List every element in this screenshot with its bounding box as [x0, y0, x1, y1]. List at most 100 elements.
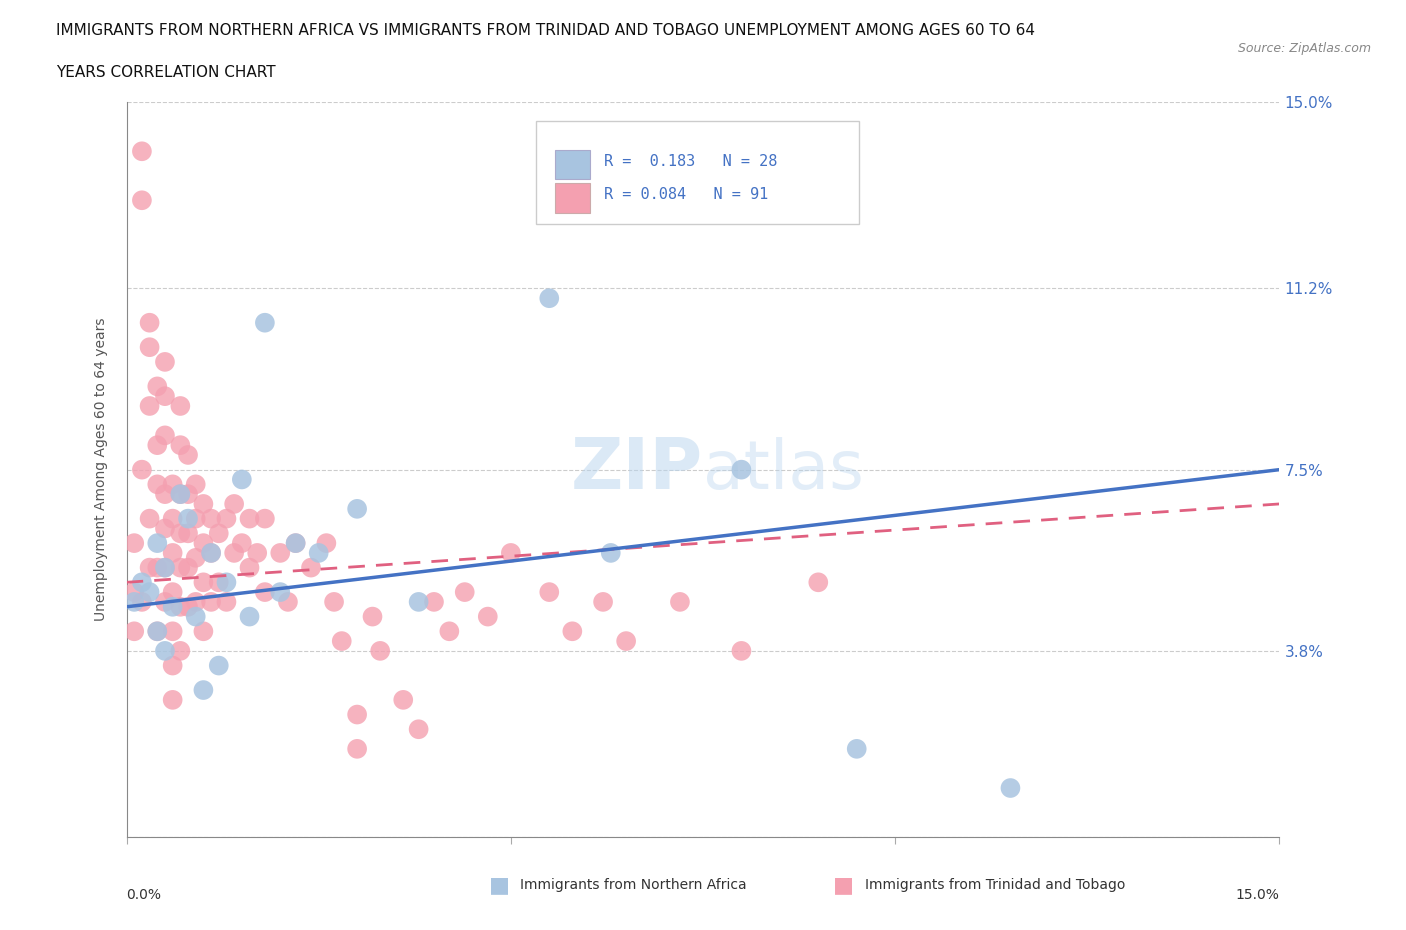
Point	[408, 594, 430, 609]
Point	[439, 624, 461, 639]
Point	[238, 512, 260, 526]
Point	[299, 560, 322, 575]
Point	[138, 560, 160, 575]
Point	[153, 428, 176, 443]
Text: ■: ■	[834, 875, 853, 896]
Point	[131, 594, 153, 609]
Point	[238, 609, 260, 624]
Point	[253, 512, 276, 526]
Point	[224, 497, 246, 512]
Text: 0.0%: 0.0%	[127, 888, 162, 902]
Point	[477, 609, 499, 624]
Point	[253, 585, 276, 600]
Point	[669, 594, 692, 609]
Point	[231, 472, 253, 487]
Point	[614, 633, 637, 648]
Point	[131, 144, 153, 159]
Text: YEARS CORRELATION CHART: YEARS CORRELATION CHART	[56, 65, 276, 80]
Point	[153, 354, 176, 369]
Point	[122, 585, 145, 600]
Point	[169, 438, 191, 453]
Point	[454, 585, 477, 600]
Point	[162, 546, 184, 561]
Point	[162, 585, 184, 600]
Point	[169, 644, 191, 658]
Point	[193, 683, 215, 698]
Point	[153, 594, 176, 609]
Point	[193, 497, 215, 512]
Point	[238, 560, 260, 575]
Point	[284, 536, 307, 551]
Point	[323, 594, 346, 609]
Point	[361, 609, 384, 624]
Point	[200, 546, 222, 561]
Point	[131, 575, 153, 590]
Point	[146, 560, 169, 575]
Point	[184, 594, 207, 609]
Point	[538, 291, 561, 306]
Point	[146, 624, 169, 639]
Point	[177, 599, 200, 614]
Bar	[555, 150, 591, 179]
Point	[193, 624, 215, 639]
Text: IMMIGRANTS FROM NORTHERN AFRICA VS IMMIGRANTS FROM TRINIDAD AND TOBAGO UNEMPLOYM: IMMIGRANTS FROM NORTHERN AFRICA VS IMMIG…	[56, 23, 1035, 38]
Point	[308, 546, 330, 561]
Point	[169, 525, 191, 540]
Point	[169, 486, 191, 501]
Point	[162, 477, 184, 492]
Point	[184, 551, 207, 565]
Point	[169, 399, 191, 414]
Point	[169, 599, 191, 614]
Point	[193, 536, 215, 551]
FancyBboxPatch shape	[536, 121, 859, 223]
Point	[146, 536, 169, 551]
Point	[153, 560, 176, 575]
Point	[200, 512, 222, 526]
Point	[208, 525, 231, 540]
Point	[277, 594, 299, 609]
Point	[330, 633, 353, 648]
Point	[807, 575, 830, 590]
Point	[162, 512, 184, 526]
Text: Source: ZipAtlas.com: Source: ZipAtlas.com	[1237, 42, 1371, 55]
Point	[315, 536, 337, 551]
Point	[146, 477, 169, 492]
Point	[499, 546, 522, 561]
Point	[169, 560, 191, 575]
Text: 15.0%: 15.0%	[1236, 888, 1279, 902]
Point	[215, 594, 238, 609]
Point	[162, 599, 184, 614]
Point	[215, 575, 238, 590]
Point	[153, 521, 176, 536]
Point	[162, 693, 184, 708]
Point	[193, 575, 215, 590]
Point	[845, 741, 868, 756]
Point	[392, 693, 415, 708]
Point	[231, 536, 253, 551]
Point	[538, 585, 561, 600]
Text: Immigrants from Trinidad and Tobago: Immigrants from Trinidad and Tobago	[865, 878, 1125, 893]
Y-axis label: Unemployment Among Ages 60 to 64 years: Unemployment Among Ages 60 to 64 years	[94, 318, 108, 621]
Point	[153, 486, 176, 501]
Point	[200, 594, 222, 609]
Point	[122, 594, 145, 609]
Text: R =  0.183   N = 28: R = 0.183 N = 28	[603, 153, 778, 168]
Point	[146, 379, 169, 393]
Point	[177, 447, 200, 462]
Point	[184, 609, 207, 624]
Point	[246, 546, 269, 561]
Point	[423, 594, 446, 609]
Text: Immigrants from Northern Africa: Immigrants from Northern Africa	[520, 878, 747, 893]
Point	[200, 546, 222, 561]
Point	[215, 512, 238, 526]
Point	[177, 525, 200, 540]
Point	[730, 644, 752, 658]
Point	[224, 546, 246, 561]
Point	[177, 512, 200, 526]
Point	[368, 644, 391, 658]
Point	[1000, 780, 1022, 795]
Point	[408, 722, 430, 737]
Point	[138, 512, 160, 526]
Point	[561, 624, 583, 639]
Point	[122, 536, 145, 551]
